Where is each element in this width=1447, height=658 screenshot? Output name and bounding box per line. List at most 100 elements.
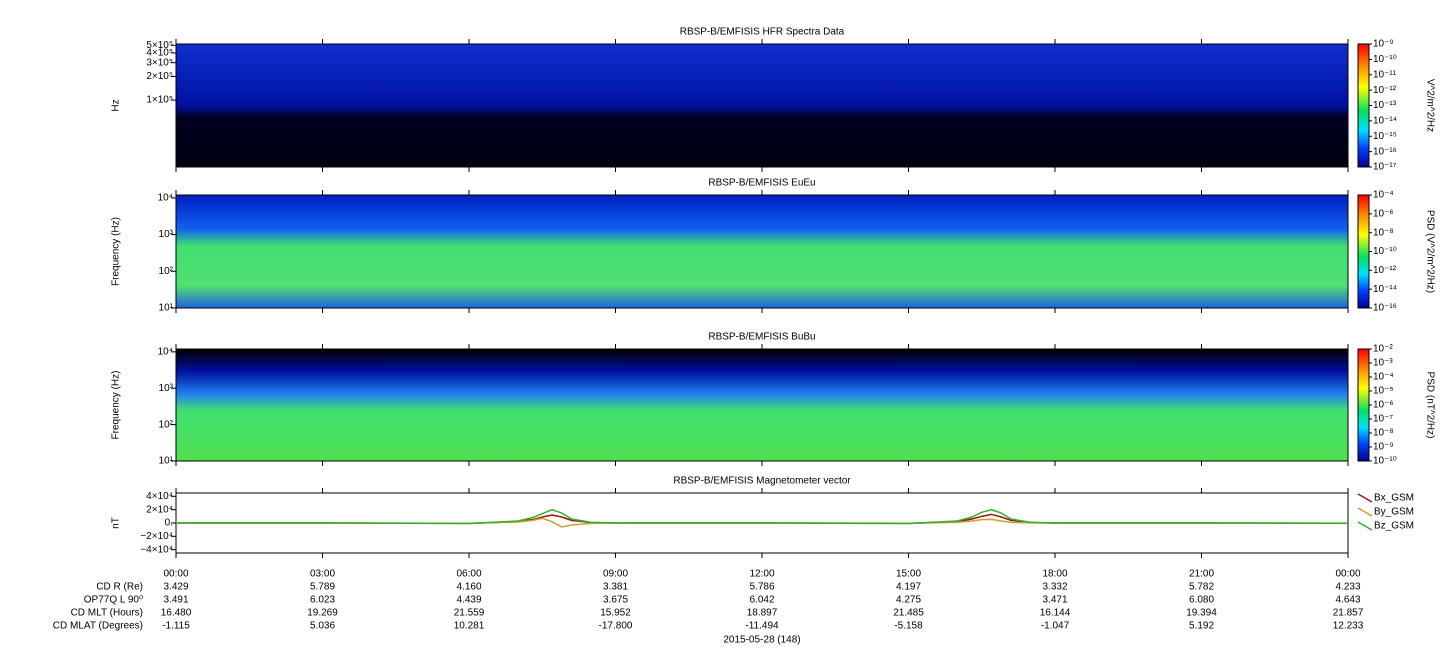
y-tick-label: −2×10⁴	[140, 531, 173, 542]
ephemeris-value: 19.269	[307, 608, 338, 619]
y-tick-label: 1×10⁵	[146, 95, 173, 106]
colorbar	[1357, 43, 1370, 168]
y-tick-label: −4×10⁴	[140, 544, 173, 555]
ephemeris-value: 16.480	[161, 608, 192, 619]
colorbar-tick-label: 10⁻²	[1373, 344, 1393, 355]
ephemeris-value: 6.023	[310, 595, 335, 606]
data-line	[176, 508, 1349, 525]
x-tick-label: 06:00	[456, 569, 481, 580]
colorbar-tick-label: 10⁻¹⁶	[1373, 303, 1397, 314]
ephemeris-value: -11.494	[745, 621, 779, 632]
ephemeris-value: 3.381	[603, 582, 628, 593]
ephemeris-label: OP77Q L 90⁰	[84, 595, 143, 606]
legend-swatch	[1357, 521, 1373, 531]
colorbar-tick-label: 10⁻⁶	[1373, 208, 1394, 219]
ephemeris-label: CD MLT (Hours)	[71, 608, 143, 619]
x-tick-label: 15:00	[896, 569, 921, 580]
colorbar-label: PSD (nT^2/Hz)	[1424, 372, 1435, 439]
legend-swatch	[1357, 493, 1373, 503]
ephemeris-value: -5.158	[894, 621, 923, 632]
colorbar-tick-label: 10⁻³	[1373, 358, 1393, 369]
ephemeris-value: 5.036	[310, 621, 335, 632]
y-tick-label: 10⁴	[158, 347, 173, 358]
ephemeris-value: 3.332	[1042, 582, 1067, 593]
ephemeris-value: 4.233	[1335, 582, 1360, 593]
colorbar-tick-label: 10⁻¹¹	[1373, 69, 1397, 80]
colorbar-tick-label: 10⁻⁸	[1373, 227, 1394, 238]
colorbar-tick-label: 10⁻¹⁰	[1373, 246, 1397, 257]
legend-label: Bz_GSM	[1374, 521, 1414, 532]
y-tick-label: 10²	[159, 266, 174, 277]
legend-swatch	[1357, 507, 1373, 517]
ephemeris-value: 5.789	[310, 582, 335, 593]
colorbar-tick-label: 10⁻¹²	[1373, 85, 1397, 96]
ephemeris-value: 5.782	[1189, 582, 1214, 593]
ephemeris-value: 12.233	[1333, 621, 1364, 632]
colorbar-tick-label: 10⁻⁹	[1373, 39, 1394, 50]
x-tick-label: 00:00	[163, 569, 188, 580]
spectrogram	[176, 44, 1348, 167]
legend-label: By_GSM	[1374, 507, 1414, 518]
spectrogram	[176, 195, 1348, 308]
ephemeris-value: 21.857	[1333, 608, 1364, 619]
ephemeris-value: 10.281	[454, 621, 485, 632]
colorbar-tick-label: 10⁻¹⁵	[1373, 131, 1397, 142]
ephemeris-value: 3.429	[163, 582, 188, 593]
ephemeris-value: 4.275	[896, 595, 921, 606]
colorbar	[1357, 194, 1370, 309]
y-tick-label: 10¹	[159, 303, 174, 314]
ephemeris-value: 21.559	[454, 608, 485, 619]
ephemeris-value: -1.115	[162, 621, 190, 632]
y-tick-label: 10²	[159, 419, 174, 430]
y-axis-label: Hz	[111, 99, 122, 111]
legend-label: Bx_GSM	[1374, 493, 1414, 504]
colorbar-tick-label: 10⁻⁴	[1373, 372, 1394, 383]
x-tick-label: 21:00	[1189, 569, 1214, 580]
ephemeris-value: 16.144	[1040, 608, 1071, 619]
y-tick-label: 10³	[159, 229, 174, 240]
ephemeris-value: 4.160	[456, 582, 481, 593]
y-tick-label: 10¹	[159, 456, 174, 467]
ephemeris-value: 4.439	[456, 595, 481, 606]
panel-title: RBSP-B/EMFISIS EuEu	[708, 178, 815, 189]
ephemeris-value: 4.197	[896, 582, 921, 593]
colorbar	[1357, 348, 1370, 462]
colorbar-tick-label: 10⁻¹⁰	[1373, 456, 1397, 467]
colorbar-tick-label: 10⁻⁶	[1373, 400, 1394, 411]
y-tick-label: 10³	[159, 383, 174, 394]
colorbar-tick-label: 10⁻¹⁴	[1373, 284, 1397, 295]
y-axis-label: Frequency (Hz)	[111, 371, 122, 440]
ephemeris-value: -1.047	[1041, 621, 1070, 632]
ephemeris-label: CD R (Re)	[96, 582, 143, 593]
x-tick-label: 12:00	[749, 569, 774, 580]
colorbar-tick-label: 10⁻⁸	[1373, 428, 1394, 439]
panel-title: RBSP-B/EMFISIS Magnetometer vector	[673, 476, 851, 487]
colorbar-tick-label: 10⁻⁷	[1373, 414, 1393, 425]
colorbar-tick-label: 10⁻⁹	[1373, 442, 1394, 453]
y-tick-label: 2×10⁴	[146, 504, 173, 515]
ephemeris-value: 3.675	[603, 595, 628, 606]
ephemeris-value: 3.471	[1042, 595, 1067, 606]
y-tick-label: 4×10⁵	[146, 48, 173, 59]
data-line	[176, 513, 1349, 525]
y-tick-label: 5×10⁵	[146, 40, 173, 51]
x-tick-label: 18:00	[1042, 569, 1067, 580]
ephemeris-value: -17.800	[599, 621, 633, 632]
ephemeris-value: 3.491	[163, 595, 188, 606]
ephemeris-value: 5.192	[1189, 621, 1214, 632]
colorbar-tick-label: 10⁻¹⁷	[1373, 162, 1397, 173]
colorbar-tick-label: 10⁻¹²	[1373, 265, 1397, 276]
y-tick-label: 0.	[165, 518, 173, 529]
colorbar-tick-label: 10⁻¹⁰	[1373, 54, 1397, 65]
ephemeris-value: 21.485	[893, 608, 924, 619]
panel-title: RBSP-B/EMFISIS BuBu	[708, 332, 815, 343]
colorbar-tick-label: 10⁻⁵	[1373, 386, 1394, 397]
x-tick-label: 09:00	[603, 569, 628, 580]
colorbar-label: V^2/m^2/Hz	[1424, 79, 1435, 132]
ephemeris-value: 6.080	[1189, 595, 1214, 606]
y-tick-label: 10⁴	[158, 193, 173, 204]
ephemeris-value: 4.643	[1335, 595, 1360, 606]
y-axis-label: Frequency (Hz)	[111, 217, 122, 286]
colorbar-tick-label: 10⁻¹⁴	[1373, 116, 1397, 127]
